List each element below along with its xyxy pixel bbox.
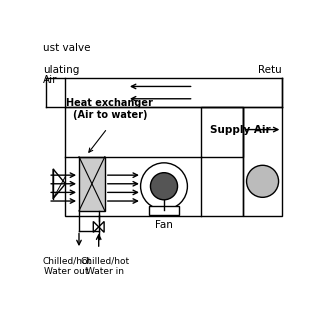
Bar <box>201 108 243 157</box>
Bar <box>79 157 105 211</box>
Bar <box>243 108 282 216</box>
Text: ust valve: ust valve <box>43 43 91 53</box>
Text: Air: Air <box>43 75 58 85</box>
Text: ulating: ulating <box>43 65 80 76</box>
Text: Chilled/hot
Water out: Chilled/hot Water out <box>42 256 91 276</box>
Bar <box>149 206 179 215</box>
Text: Heat exchanger
(Air to water): Heat exchanger (Air to water) <box>66 98 153 120</box>
Circle shape <box>150 173 178 200</box>
Text: Supply Air: Supply Air <box>210 124 270 135</box>
Polygon shape <box>53 169 66 198</box>
Bar <box>66 108 243 216</box>
Circle shape <box>246 165 279 197</box>
Text: Fan: Fan <box>155 220 173 229</box>
Text: Chilled/hot
Water in: Chilled/hot Water in <box>80 256 129 276</box>
Text: Retu: Retu <box>258 65 281 76</box>
